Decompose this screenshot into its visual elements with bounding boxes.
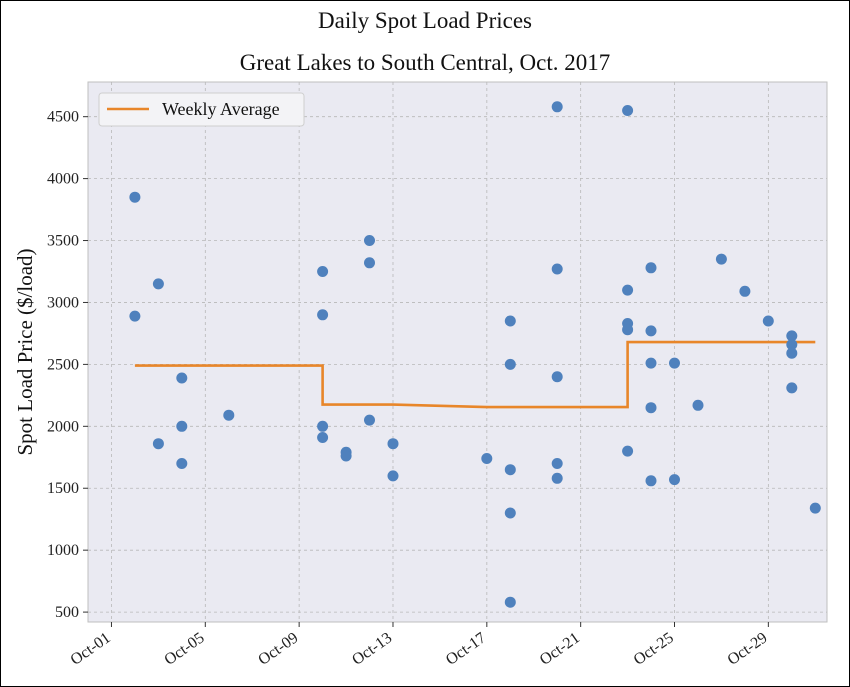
data-point xyxy=(387,438,399,450)
y-tick-label: 3500 xyxy=(47,233,79,250)
data-point xyxy=(504,315,516,327)
data-point xyxy=(786,382,798,394)
data-point xyxy=(551,263,563,275)
y-tick-label: 1500 xyxy=(47,480,79,497)
data-point xyxy=(645,357,657,369)
x-tick-label: Oct-09 xyxy=(255,629,301,668)
data-point xyxy=(739,285,751,297)
legend-label: Weekly Average xyxy=(162,99,280,119)
data-point xyxy=(223,409,235,421)
data-point xyxy=(786,339,798,351)
data-point xyxy=(481,453,493,464)
x-tick-label: Oct-01 xyxy=(68,629,114,668)
data-point xyxy=(809,502,821,514)
weekly-average-line xyxy=(134,340,816,409)
data-point xyxy=(364,414,375,426)
data-point xyxy=(317,266,329,277)
y-tick-label: 500 xyxy=(55,604,79,621)
data-point xyxy=(317,432,329,443)
y-tick-label: 2500 xyxy=(47,356,79,373)
data-point xyxy=(152,438,164,450)
data-point xyxy=(645,402,657,414)
data-point xyxy=(176,372,188,384)
data-point xyxy=(551,101,563,113)
data-point xyxy=(364,257,375,269)
x-tick-label: Oct-25 xyxy=(631,629,677,668)
x-tick-label: Oct-17 xyxy=(443,629,489,668)
data-point xyxy=(551,458,563,469)
legend-box xyxy=(98,92,305,127)
data-point xyxy=(504,464,516,476)
data-point xyxy=(317,420,329,432)
chart-title: Daily Spot Load Prices xyxy=(318,8,532,33)
data-point xyxy=(504,358,516,370)
x-tick-label: Oct-13 xyxy=(349,629,395,668)
data-point xyxy=(645,325,657,337)
y-tick-label: 1000 xyxy=(47,542,79,559)
plot-area xyxy=(87,81,828,623)
x-tick-label: Oct-21 xyxy=(537,629,583,668)
data-point xyxy=(692,399,704,411)
data-point xyxy=(622,284,634,296)
data-point xyxy=(622,445,634,457)
data-point xyxy=(551,371,563,383)
data-point xyxy=(504,596,516,608)
data-point xyxy=(176,458,188,469)
data-point xyxy=(340,450,352,462)
y-axis-label: Spot Load Price ($/load) xyxy=(13,248,37,455)
data-point xyxy=(622,324,634,336)
data-point xyxy=(364,235,375,246)
data-point xyxy=(551,472,563,484)
chart-subtitle: Great Lakes to South Central, Oct. 2017 xyxy=(239,50,611,75)
data-point xyxy=(622,105,634,116)
data-point xyxy=(786,347,798,359)
data-point xyxy=(176,420,188,432)
data-point xyxy=(645,262,657,274)
data-point xyxy=(387,470,399,482)
y-tick-label: 4500 xyxy=(47,109,79,126)
data-point xyxy=(317,309,329,321)
data-point xyxy=(129,310,141,322)
data-point xyxy=(645,475,657,487)
data-point xyxy=(762,315,774,327)
data-point xyxy=(669,357,680,369)
y-tick-label: 3000 xyxy=(47,294,79,311)
data-point xyxy=(786,330,798,342)
data-point xyxy=(669,474,680,486)
data-point xyxy=(152,278,164,290)
data-point xyxy=(129,191,141,203)
data-point xyxy=(504,507,516,519)
y-tick-label: 4000 xyxy=(47,171,79,188)
x-tick-label: Oct-29 xyxy=(724,629,770,668)
x-tick-label: Oct-05 xyxy=(161,629,207,668)
data-point xyxy=(715,253,727,265)
y-tick-label: 2000 xyxy=(47,418,79,435)
